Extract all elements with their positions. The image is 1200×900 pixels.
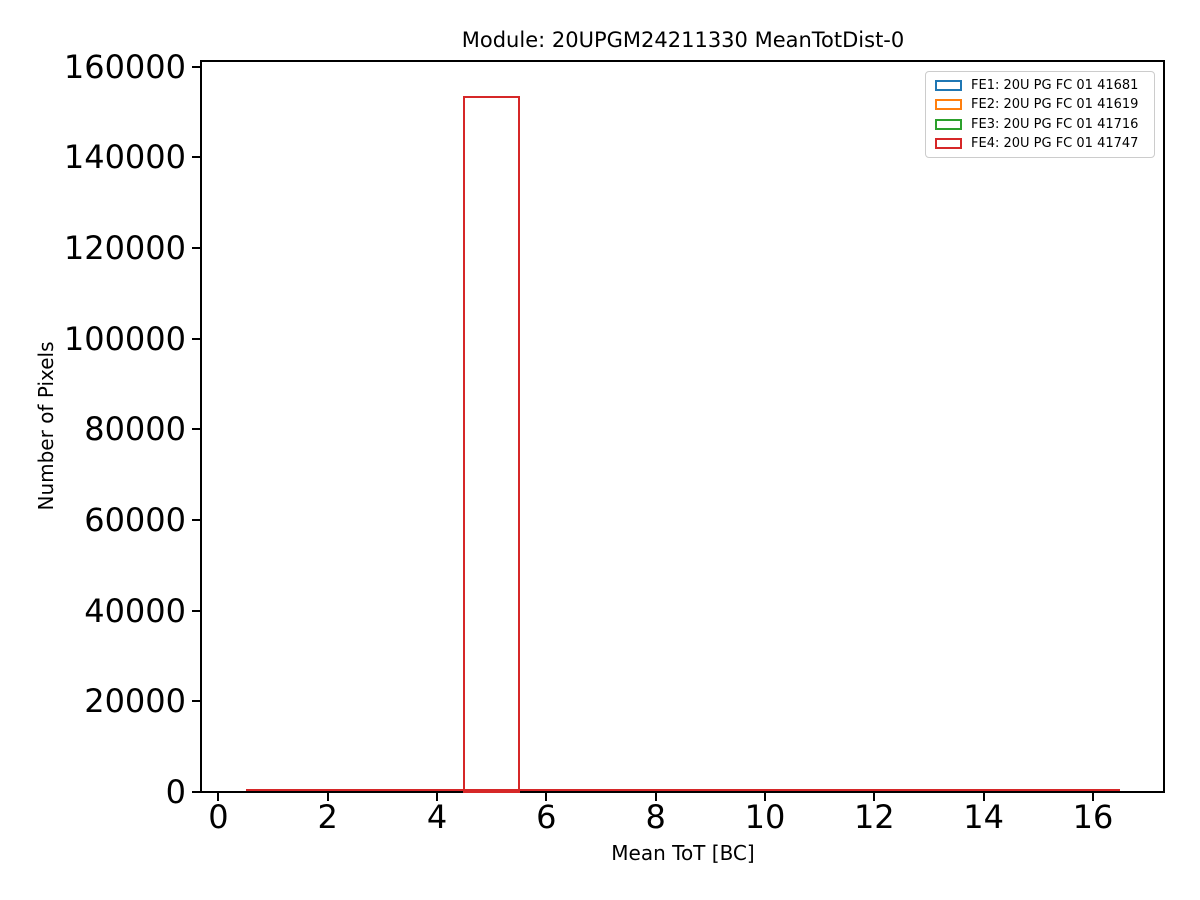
legend-swatch (935, 80, 962, 91)
x-tick-label: 14 (963, 798, 1004, 836)
chart-title: Module: 20UPGM24211330 MeanTotDist-0 (461, 28, 905, 52)
legend-swatch (935, 137, 962, 149)
y-tick-label: 160000 (63, 47, 186, 86)
y-tick-label: 120000 (63, 229, 186, 268)
y-axis-label: Number of Pixels (34, 341, 58, 511)
x-tick-mark (217, 793, 220, 801)
y-tick-label: 0 (165, 773, 186, 811)
histogram-bar (463, 96, 521, 793)
x-tick-label: 4 (426, 798, 448, 836)
x-tick-mark (763, 793, 766, 801)
y-tick-mark (192, 156, 200, 159)
x-tick-mark (1091, 793, 1094, 801)
x-tick-mark (326, 793, 329, 801)
spine-left (200, 60, 202, 793)
x-tick-label: 2 (317, 798, 338, 836)
legend-label: FE1: 20U PG FC 01 41681 (971, 78, 1139, 93)
legend-label: FE3: 20U PG FC 01 41716 (971, 116, 1139, 132)
x-tick-mark (982, 793, 985, 801)
x-tick-label: 8 (645, 798, 666, 836)
x-tick-mark (873, 793, 876, 801)
y-tick-label: 20000 (84, 682, 186, 721)
x-tick-label: 16 (1072, 798, 1114, 836)
x-tick-mark (545, 793, 548, 801)
legend-item: FE3: 20U PG FC 01 41716 (935, 118, 1145, 131)
x-tick-label: 6 (536, 798, 557, 836)
spine-bottom (200, 791, 1165, 793)
y-tick-mark (192, 700, 200, 703)
y-tick-mark (192, 337, 200, 340)
x-tick-label: 12 (853, 798, 895, 836)
legend-label: FE4: 20U PG FC 01 41747 (971, 135, 1139, 151)
legend-label: FE2: 20U PG FC 01 41619 (971, 97, 1139, 113)
y-tick-mark (192, 65, 200, 68)
histogram-baseline (245, 789, 1121, 791)
legend-swatch (935, 99, 962, 111)
spine-top (200, 60, 1165, 62)
legend-item: FE4: 20U PG FC 01 41747 (935, 137, 1145, 150)
y-tick-label: 100000 (63, 319, 186, 358)
y-tick-mark (192, 247, 200, 250)
x-tick-label: 0 (208, 798, 229, 836)
legend-swatch (935, 118, 962, 130)
x-axis-label: Mean ToT [BC] (611, 841, 755, 865)
y-tick-label: 40000 (84, 591, 186, 630)
y-tick-mark (192, 791, 200, 793)
y-tick-mark (192, 609, 200, 612)
y-tick-label: 80000 (84, 410, 186, 449)
x-tick-label: 10 (744, 798, 786, 836)
legend-item: FE1: 20U PG FC 01 41681 (935, 79, 1145, 92)
y-tick-mark (192, 428, 200, 431)
spine-right (1163, 60, 1165, 793)
x-tick-mark (436, 793, 439, 801)
legend: FE1: 20U PG FC 01 41681 FE2: 20U PG FC 01… (925, 71, 1155, 158)
y-tick-mark (192, 519, 200, 522)
y-tick-label: 140000 (63, 138, 186, 177)
x-tick-mark (654, 793, 657, 801)
y-tick-label: 60000 (84, 501, 186, 540)
legend-item: FE2: 20U PG FC 01 41619 (935, 98, 1145, 111)
